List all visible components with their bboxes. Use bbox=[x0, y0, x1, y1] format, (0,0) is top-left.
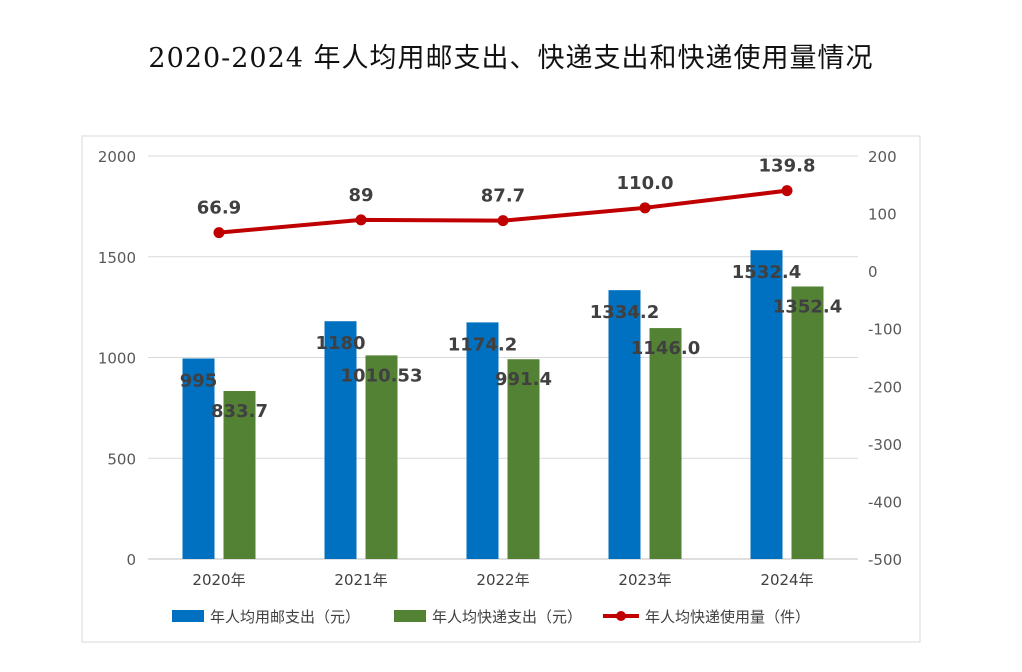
data-label-express-usage: 110.0 bbox=[617, 173, 674, 194]
data-label-postal-spend: 1334.2 bbox=[590, 302, 659, 323]
y-right-tick-label: 200 bbox=[868, 148, 897, 166]
x-tick-label: 2022年 bbox=[476, 571, 529, 589]
bar-postal-spend bbox=[324, 321, 357, 559]
y-right-tick-label: -100 bbox=[868, 321, 902, 339]
y-right-tick-label: -200 bbox=[868, 378, 902, 396]
plot-frame bbox=[81, 135, 921, 643]
data-label-express-spend: 1010.53 bbox=[341, 365, 423, 386]
bar-express-spend bbox=[507, 359, 540, 559]
legend-label: 年人均快递使用量（件） bbox=[645, 608, 810, 626]
chart-title: 2020-2024 年人均用邮支出、快递支出和快递使用量情况 bbox=[148, 43, 874, 74]
data-label-express-usage: 139.8 bbox=[759, 156, 816, 177]
data-label-postal-spend: 995 bbox=[180, 371, 218, 392]
data-label-express-spend: 833.7 bbox=[211, 401, 268, 422]
data-label-postal-spend: 1174.2 bbox=[448, 334, 517, 355]
x-axis: 2020年 2021年 2022年 2023年 2024年 bbox=[192, 571, 813, 589]
bar-express-spend bbox=[649, 328, 682, 559]
y-right-tick-label: -400 bbox=[868, 493, 902, 511]
data-label-express-usage: 66.9 bbox=[197, 198, 241, 219]
bar-postal-spend bbox=[750, 250, 783, 559]
y-right-tick-label: -500 bbox=[868, 551, 902, 569]
bar-postal-spend bbox=[608, 290, 641, 559]
y-right-tick-label: 100 bbox=[868, 206, 897, 224]
data-label-express-spend: 1352.4 bbox=[773, 296, 842, 317]
data-label-express-usage: 87.7 bbox=[481, 186, 525, 207]
bar-series bbox=[182, 250, 824, 559]
y-left-tick-label: 500 bbox=[107, 450, 136, 468]
line-series bbox=[213, 185, 793, 239]
y-left-tick-label: 1500 bbox=[98, 249, 136, 267]
data-label-postal-spend: 1532.4 bbox=[732, 262, 801, 283]
legend-swatch bbox=[172, 610, 204, 622]
line-point bbox=[639, 202, 651, 214]
data-label-express-spend: 991.4 bbox=[495, 369, 552, 390]
legend-label: 年人均用邮支出（元） bbox=[210, 608, 360, 626]
line-point bbox=[497, 215, 509, 227]
legend: 年人均用邮支出（元） 年人均快递支出（元） 年人均快递使用量（件） bbox=[172, 608, 810, 626]
data-label-express-usage: 89 bbox=[348, 185, 373, 206]
y-left-tick-label: 1000 bbox=[98, 350, 136, 368]
data-label-express-spend: 1146.0 bbox=[631, 338, 700, 359]
x-tick-label: 2020年 bbox=[192, 571, 245, 589]
legend-swatch bbox=[394, 610, 426, 622]
line-point bbox=[213, 227, 225, 239]
y-left-tick-label: 0 bbox=[126, 551, 136, 569]
x-tick-label: 2024年 bbox=[760, 571, 813, 589]
legend-swatch-marker bbox=[616, 611, 626, 621]
x-tick-label: 2021年 bbox=[334, 571, 387, 589]
bar-postal-spend bbox=[182, 358, 215, 559]
y-right-tick-label: -300 bbox=[868, 436, 902, 454]
y-axis-right: -500 -400 -300 -200 -100 0 100 200 bbox=[868, 148, 902, 569]
gridlines bbox=[148, 155, 858, 560]
data-label-postal-spend: 1180 bbox=[315, 333, 365, 354]
x-tick-label: 2023年 bbox=[618, 571, 671, 589]
y-left-tick-label: 2000 bbox=[98, 148, 136, 166]
legend-label: 年人均快递支出（元） bbox=[432, 608, 582, 626]
y-axis-left: 0 500 1000 1500 2000 bbox=[98, 148, 136, 569]
bar-express-spend bbox=[791, 286, 824, 559]
line-point bbox=[355, 214, 367, 226]
bar-express-spend bbox=[365, 355, 398, 559]
bar-postal-spend bbox=[466, 322, 499, 559]
line-point bbox=[781, 185, 793, 197]
y-right-tick-label: 0 bbox=[868, 263, 878, 281]
bar-express-spend bbox=[223, 391, 256, 559]
data-labels: 995 1180 1174.2 1334.2 1532.4 833.7 1010.53 991… bbox=[180, 156, 843, 422]
